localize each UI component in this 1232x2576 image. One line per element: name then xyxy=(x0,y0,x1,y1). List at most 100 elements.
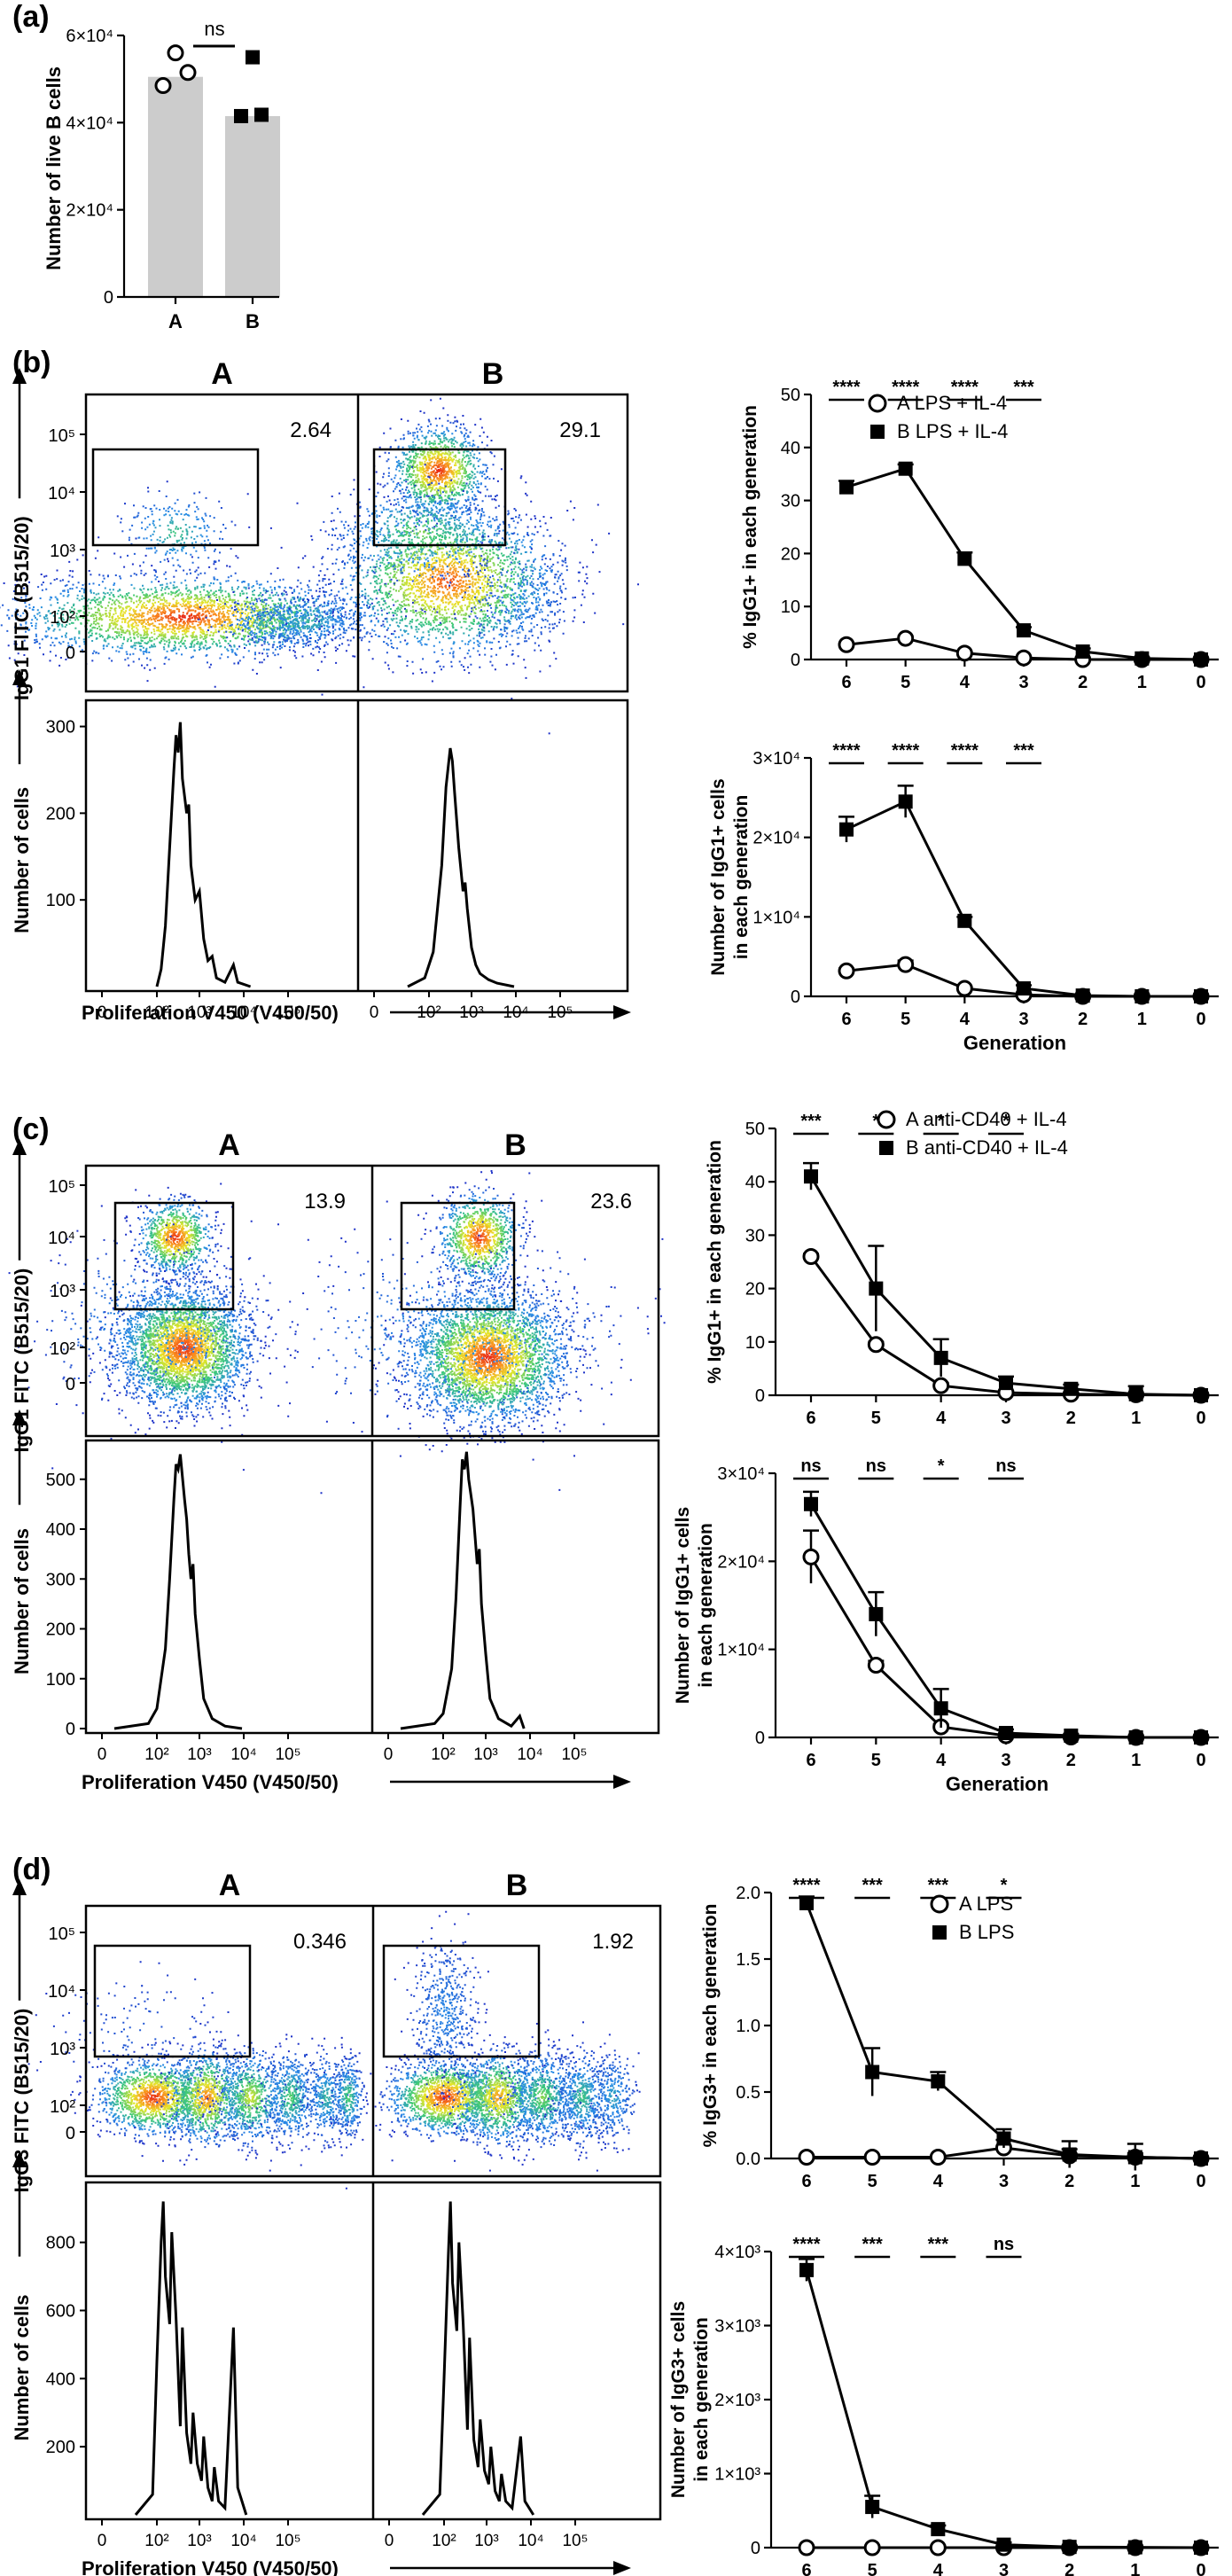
event-cluster xyxy=(151,1368,153,1370)
event-cluster xyxy=(476,1272,479,1274)
event-cluster xyxy=(413,527,416,529)
event-cluster xyxy=(164,1234,167,1237)
event-cluster xyxy=(208,1362,211,1364)
event-cluster xyxy=(511,1227,513,1229)
event-cluster xyxy=(144,1355,207,1386)
event-cluster xyxy=(417,522,419,525)
event-cluster xyxy=(374,532,516,631)
event-cluster xyxy=(504,583,534,620)
event-cluster xyxy=(314,617,316,620)
event-cluster xyxy=(440,488,442,490)
event-cluster xyxy=(426,557,429,559)
event-cluster xyxy=(422,453,425,456)
event-cluster xyxy=(200,620,203,622)
legend-label: B LPS + IL-4 xyxy=(897,420,1008,442)
event-cluster xyxy=(212,1350,214,1353)
event-cluster xyxy=(247,635,250,637)
event-cluster xyxy=(525,513,527,516)
event-cluster xyxy=(207,629,209,631)
event-cluster xyxy=(397,529,400,532)
event-cluster xyxy=(541,627,542,629)
event-cluster xyxy=(487,1222,490,1225)
event-cluster xyxy=(274,620,277,622)
event-cluster xyxy=(509,1362,514,1370)
event-cluster xyxy=(454,576,456,579)
event-cluster xyxy=(217,630,220,633)
event-cluster xyxy=(454,1279,456,1282)
event-cluster xyxy=(426,532,429,535)
event-cluster xyxy=(172,547,175,550)
significance-label: **** xyxy=(951,378,979,397)
event-cluster xyxy=(456,1266,472,1276)
event-cluster xyxy=(432,566,470,595)
event-cluster xyxy=(448,463,451,465)
event-cluster xyxy=(137,1217,140,1219)
event-cluster xyxy=(153,1225,156,1228)
event-cluster xyxy=(432,540,434,543)
event-cluster xyxy=(336,594,339,597)
event-cluster xyxy=(162,1353,202,1365)
event-cluster xyxy=(450,466,453,474)
event-cluster xyxy=(469,538,471,541)
event-cluster xyxy=(306,614,308,617)
event-cluster xyxy=(201,1342,204,1345)
event-cluster xyxy=(477,1239,480,1242)
event-cluster xyxy=(317,623,320,626)
y-tick-label: 2×10⁴ xyxy=(66,201,113,221)
event-cluster xyxy=(479,1208,489,1212)
event-cluster xyxy=(135,613,138,619)
event-cluster xyxy=(144,1347,147,1350)
event-cluster xyxy=(136,1312,138,1315)
event-cluster xyxy=(184,1350,189,1354)
event-cluster xyxy=(449,597,452,599)
event-cluster xyxy=(164,538,167,541)
event-cluster xyxy=(510,592,526,607)
event-cluster xyxy=(461,541,464,543)
event-cluster xyxy=(453,1228,456,1230)
event-cluster xyxy=(168,1268,171,1270)
event-cluster xyxy=(144,502,222,540)
event-cluster xyxy=(159,1244,161,1246)
event-cluster xyxy=(464,604,466,606)
event-cluster xyxy=(451,482,454,485)
y-tick-label: 40 xyxy=(781,439,800,458)
event-cluster xyxy=(478,1244,480,1246)
event-cluster xyxy=(195,612,205,622)
event-cluster xyxy=(254,636,257,639)
event-cluster xyxy=(333,619,336,621)
event-cluster xyxy=(431,1252,433,1254)
event-cluster xyxy=(204,572,207,574)
event-cluster xyxy=(182,1212,184,1214)
event-cluster xyxy=(323,571,581,613)
event-cluster xyxy=(504,574,507,577)
event-cluster xyxy=(449,1281,452,1284)
data-point xyxy=(955,980,973,997)
event-cluster xyxy=(491,1236,494,1238)
event-cluster xyxy=(510,561,512,564)
event-cluster xyxy=(503,563,505,566)
event-cluster xyxy=(445,475,448,478)
event-cluster xyxy=(170,636,173,639)
event-cluster xyxy=(352,575,355,578)
event-cluster xyxy=(463,581,464,583)
significance-label: **** xyxy=(892,378,919,397)
event-cluster xyxy=(508,1204,511,1206)
event-cluster xyxy=(306,624,308,627)
event-cluster xyxy=(107,574,300,582)
event-cluster xyxy=(309,610,312,612)
event-cluster xyxy=(154,1215,180,1245)
event-cluster xyxy=(176,550,179,552)
event-cluster xyxy=(169,613,199,621)
gate-box xyxy=(91,448,260,547)
event-cluster xyxy=(166,582,168,585)
event-cluster xyxy=(144,622,147,625)
event-cluster xyxy=(191,609,193,612)
event-cluster xyxy=(430,588,467,596)
event-cluster xyxy=(170,1367,172,1370)
event-cluster xyxy=(265,590,293,594)
event-cluster xyxy=(235,605,238,607)
event-cluster xyxy=(458,465,461,475)
event-cluster xyxy=(456,524,458,542)
event-cluster xyxy=(151,1228,153,1230)
event-cluster xyxy=(479,1228,481,1229)
